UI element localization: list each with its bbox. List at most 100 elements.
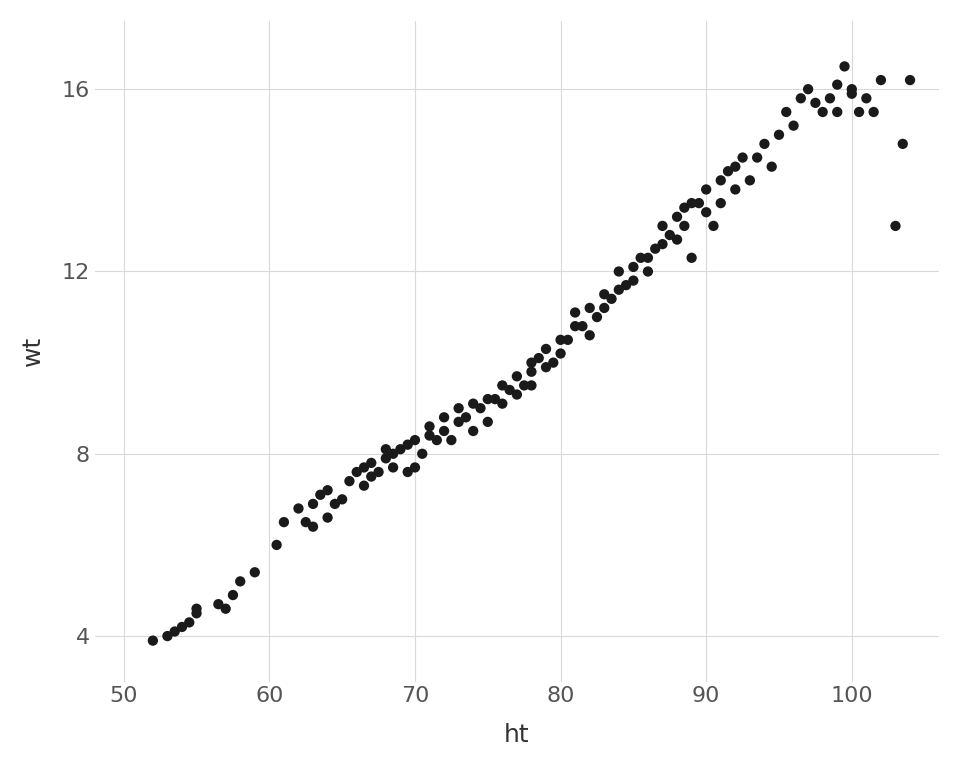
Point xyxy=(356,462,372,474)
Point xyxy=(218,603,233,615)
Point xyxy=(305,498,321,510)
Point xyxy=(596,288,612,300)
Point xyxy=(640,265,656,277)
Point xyxy=(691,197,707,209)
Point xyxy=(415,448,430,460)
Point xyxy=(561,334,576,346)
Point xyxy=(181,616,197,628)
Point xyxy=(342,475,357,487)
Point xyxy=(807,97,823,109)
Point xyxy=(655,238,670,250)
Point xyxy=(604,293,619,305)
Point xyxy=(735,151,751,164)
Point xyxy=(612,283,627,296)
Point xyxy=(364,471,379,483)
Point xyxy=(407,462,422,474)
Point xyxy=(612,265,627,277)
Point xyxy=(874,74,889,86)
Point xyxy=(393,443,408,455)
Point xyxy=(466,398,481,410)
Point xyxy=(699,184,714,196)
Point xyxy=(305,521,321,533)
Point xyxy=(596,302,612,314)
Point xyxy=(494,398,510,410)
Point xyxy=(378,443,394,455)
Point xyxy=(444,434,459,446)
Point xyxy=(371,466,386,478)
Point xyxy=(567,320,583,333)
Point xyxy=(801,83,816,95)
Point xyxy=(706,220,721,232)
Point xyxy=(669,210,684,223)
Point xyxy=(516,379,532,392)
Point xyxy=(226,589,241,601)
Point xyxy=(531,352,546,364)
Point xyxy=(844,83,859,95)
Point xyxy=(269,539,284,551)
Point xyxy=(713,197,729,209)
Point xyxy=(582,302,597,314)
Point xyxy=(728,161,743,173)
Point xyxy=(756,137,772,150)
Point xyxy=(713,174,729,187)
Point xyxy=(771,128,786,141)
Point xyxy=(473,402,489,415)
Point xyxy=(728,184,743,196)
Point xyxy=(480,393,495,406)
Point xyxy=(626,261,641,273)
Y-axis label: wt: wt xyxy=(21,336,45,366)
Point xyxy=(159,630,175,642)
Point xyxy=(378,452,394,465)
Point xyxy=(677,220,692,232)
Point xyxy=(844,88,859,100)
Point xyxy=(720,165,735,177)
Point xyxy=(858,92,874,104)
Point xyxy=(327,498,343,510)
Point xyxy=(750,151,765,164)
Point xyxy=(618,279,634,291)
Point xyxy=(437,411,452,423)
Point xyxy=(480,415,495,428)
Point xyxy=(364,457,379,469)
Point xyxy=(451,402,467,415)
Point xyxy=(421,429,437,442)
Point xyxy=(662,229,678,241)
Point xyxy=(524,379,540,392)
Point xyxy=(553,347,568,359)
Point xyxy=(539,361,554,373)
Point xyxy=(655,220,670,232)
X-axis label: ht: ht xyxy=(504,723,530,747)
Point xyxy=(276,516,292,528)
Point xyxy=(175,621,190,633)
Point xyxy=(902,74,918,86)
Point xyxy=(458,411,473,423)
Point xyxy=(742,174,757,187)
Point xyxy=(829,106,845,118)
Point xyxy=(582,329,597,342)
Point xyxy=(232,575,248,588)
Point xyxy=(866,106,881,118)
Point xyxy=(385,448,400,460)
Point xyxy=(421,420,437,432)
Point xyxy=(539,343,554,355)
Point xyxy=(451,415,467,428)
Point xyxy=(684,252,699,264)
Point xyxy=(407,434,422,446)
Point xyxy=(545,356,561,369)
Point xyxy=(895,137,910,150)
Point xyxy=(502,384,517,396)
Point xyxy=(400,466,416,478)
Point xyxy=(699,206,714,218)
Point xyxy=(786,120,802,132)
Point xyxy=(764,161,780,173)
Point xyxy=(626,274,641,286)
Point xyxy=(793,92,808,104)
Point xyxy=(567,306,583,319)
Point xyxy=(349,466,365,478)
Point xyxy=(575,320,590,333)
Point xyxy=(189,603,204,615)
Point xyxy=(334,493,349,505)
Point xyxy=(815,106,830,118)
Point xyxy=(466,425,481,437)
Point xyxy=(385,462,400,474)
